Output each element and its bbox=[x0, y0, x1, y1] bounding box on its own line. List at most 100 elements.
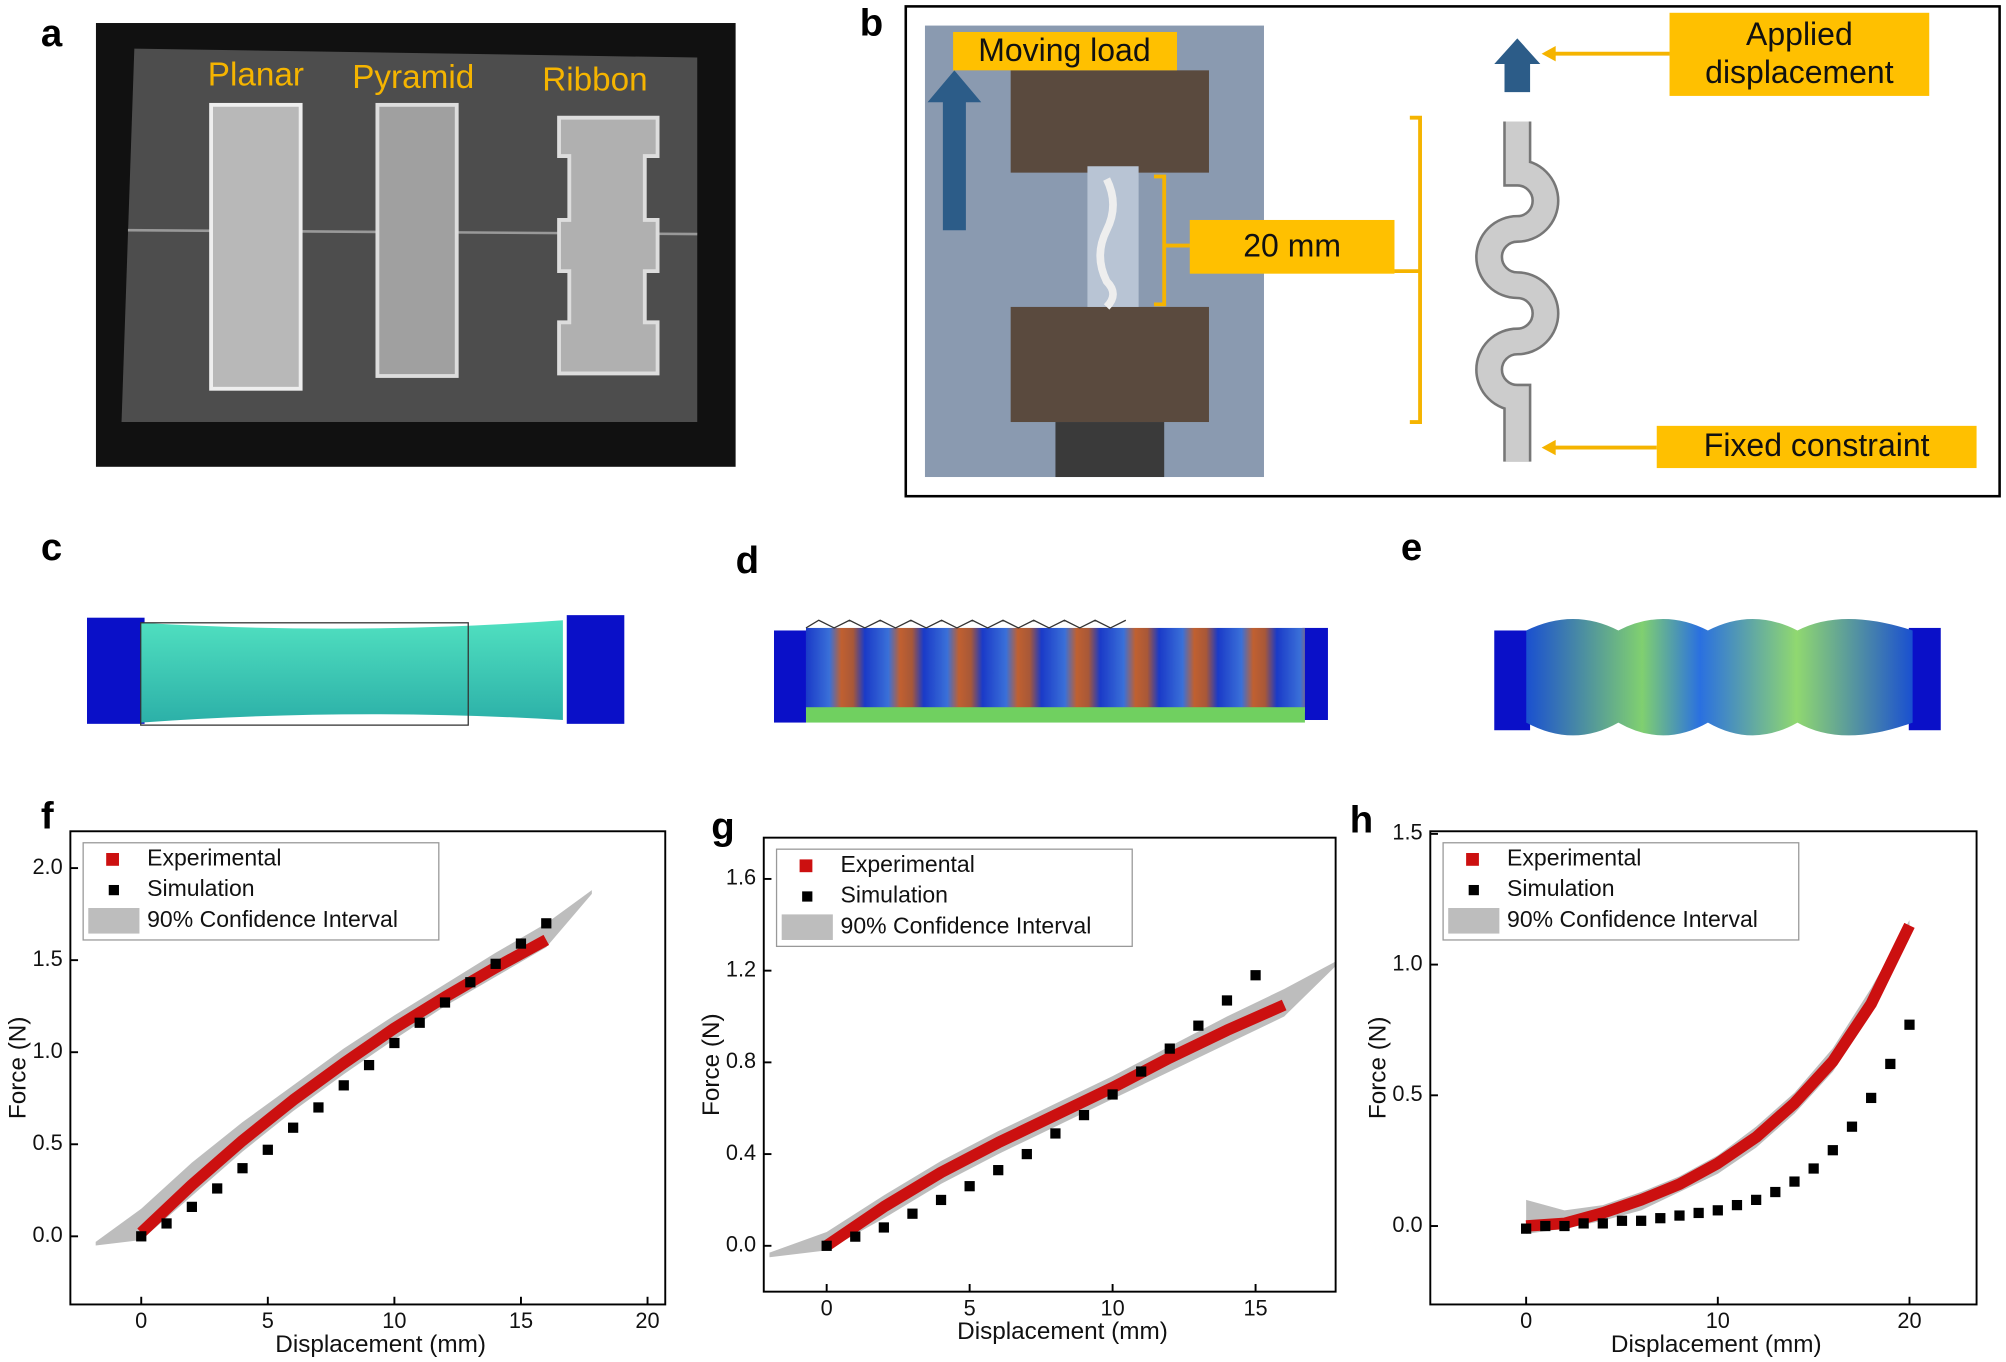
panel-label: e bbox=[1401, 526, 1422, 569]
simulation-point bbox=[439, 997, 451, 1008]
y-tick-label: 0.8 bbox=[726, 1048, 756, 1073]
simulation-point bbox=[515, 938, 527, 949]
simulation-point bbox=[1655, 1213, 1666, 1224]
x-axis-label: Displacement (mm) bbox=[1611, 1331, 1822, 1358]
simulation-point bbox=[1885, 1058, 1896, 1070]
simulation-point bbox=[1616, 1215, 1628, 1226]
simulation-point bbox=[850, 1231, 861, 1242]
legend-box bbox=[82, 842, 440, 941]
confidence-band bbox=[769, 961, 1336, 1258]
simulation-point bbox=[465, 977, 476, 988]
legend-label: Simulation bbox=[147, 875, 254, 901]
experimental-line bbox=[823, 999, 1287, 1251]
x-tick-label: 10 bbox=[1706, 1308, 1730, 1333]
sim-c bbox=[86, 615, 625, 726]
y-tick-label: 0.5 bbox=[32, 1130, 62, 1155]
y-tick-label: 0.5 bbox=[1392, 1081, 1422, 1106]
sample-label: Ribbon bbox=[542, 62, 647, 99]
annotation: Fixed constraint bbox=[1704, 427, 1930, 463]
panel-label: a bbox=[41, 12, 63, 55]
simulation-point bbox=[1770, 1186, 1781, 1198]
simulation-point bbox=[414, 1017, 425, 1028]
confidence-band bbox=[1526, 920, 1910, 1234]
simulation-point bbox=[313, 1102, 324, 1113]
simulation-point bbox=[338, 1080, 349, 1091]
simulation-point bbox=[1521, 1223, 1532, 1234]
sim-e bbox=[1494, 618, 1941, 736]
x-tick-label: 20 bbox=[635, 1308, 659, 1333]
legend-label: Experimental bbox=[841, 851, 975, 877]
simulation-point bbox=[1597, 1218, 1608, 1229]
simulation-point bbox=[1866, 1092, 1877, 1104]
simulation-point bbox=[1751, 1194, 1762, 1205]
experimental-line bbox=[137, 934, 550, 1237]
simulation-point bbox=[993, 1165, 1004, 1176]
simulation-point bbox=[1808, 1163, 1819, 1174]
simulation-point bbox=[1693, 1207, 1704, 1219]
x-tick-label: 20 bbox=[1897, 1308, 1921, 1333]
simulation-point bbox=[1827, 1145, 1838, 1156]
legend-swatch bbox=[802, 891, 813, 902]
simulation-point bbox=[237, 1163, 248, 1174]
annotation: Moving load bbox=[978, 32, 1150, 68]
legend-label: Simulation bbox=[841, 882, 948, 908]
y-axis-label: Force (N) bbox=[1365, 1017, 1392, 1120]
x-tick-label: 15 bbox=[509, 1308, 533, 1333]
simulation-point bbox=[1193, 1020, 1204, 1031]
legend-swatch bbox=[1448, 908, 1500, 934]
legend-swatch bbox=[88, 908, 140, 934]
simulation-point bbox=[964, 1181, 975, 1192]
legend-swatch bbox=[1466, 853, 1479, 866]
legend-swatch bbox=[106, 853, 119, 866]
sample-label: Pyramid bbox=[352, 59, 474, 96]
x-axis-label: Displacement (mm) bbox=[957, 1318, 1168, 1345]
annotation: 20 mm bbox=[1243, 228, 1341, 264]
simulation-point bbox=[1731, 1199, 1743, 1211]
simulation-point bbox=[1540, 1220, 1551, 1232]
simulation-point bbox=[1078, 1109, 1090, 1121]
panel-label: c bbox=[41, 526, 62, 569]
simulation-point bbox=[1164, 1043, 1175, 1054]
legend-swatch bbox=[781, 914, 833, 940]
simulation-point bbox=[1136, 1066, 1147, 1077]
simulation-point bbox=[136, 1231, 147, 1242]
x-tick-label: 10 bbox=[1101, 1295, 1125, 1320]
photo-b bbox=[924, 25, 1264, 478]
schematic bbox=[953, 12, 1977, 469]
x-tick-label: 0 bbox=[1520, 1308, 1532, 1333]
legend-label: 90% Confidence Interval bbox=[147, 906, 398, 932]
plot-frame bbox=[69, 830, 667, 1306]
simulation-point bbox=[1846, 1121, 1858, 1132]
simulation-point bbox=[1559, 1220, 1570, 1232]
x-tick-label: 0 bbox=[135, 1308, 147, 1333]
simulation-point bbox=[1789, 1176, 1800, 1187]
simulation-point bbox=[935, 1194, 947, 1206]
legend-swatch bbox=[108, 884, 119, 896]
simulation-point bbox=[363, 1059, 375, 1071]
simulation-point bbox=[821, 1240, 832, 1251]
simulation-point bbox=[1107, 1089, 1118, 1100]
simulation-point bbox=[262, 1144, 273, 1155]
simulation-point bbox=[212, 1183, 223, 1194]
experimental-line bbox=[1525, 922, 1915, 1232]
simulation-point bbox=[186, 1201, 197, 1212]
y-tick-label: 1.0 bbox=[32, 1038, 62, 1063]
simulation-point bbox=[1578, 1218, 1589, 1229]
simulation-point bbox=[1050, 1128, 1061, 1139]
legend-box bbox=[1442, 842, 1800, 941]
simulation-point bbox=[907, 1208, 918, 1219]
annotation-box: Applied displacement bbox=[1705, 17, 1893, 91]
legend-label: 90% Confidence Interval bbox=[841, 912, 1092, 938]
x-tick-label: 5 bbox=[964, 1295, 976, 1320]
simulation-point bbox=[1674, 1210, 1685, 1221]
x-tick-label: 15 bbox=[1243, 1295, 1267, 1320]
legend-swatch bbox=[799, 859, 813, 873]
x-tick-label: 5 bbox=[262, 1308, 274, 1333]
simulation-point bbox=[1250, 970, 1261, 981]
y-tick-label: 1.6 bbox=[726, 865, 756, 890]
panel-label: b bbox=[860, 2, 883, 45]
plot-frame bbox=[762, 836, 1337, 1293]
simulation-point bbox=[878, 1222, 889, 1233]
legend-label: Experimental bbox=[147, 844, 281, 870]
